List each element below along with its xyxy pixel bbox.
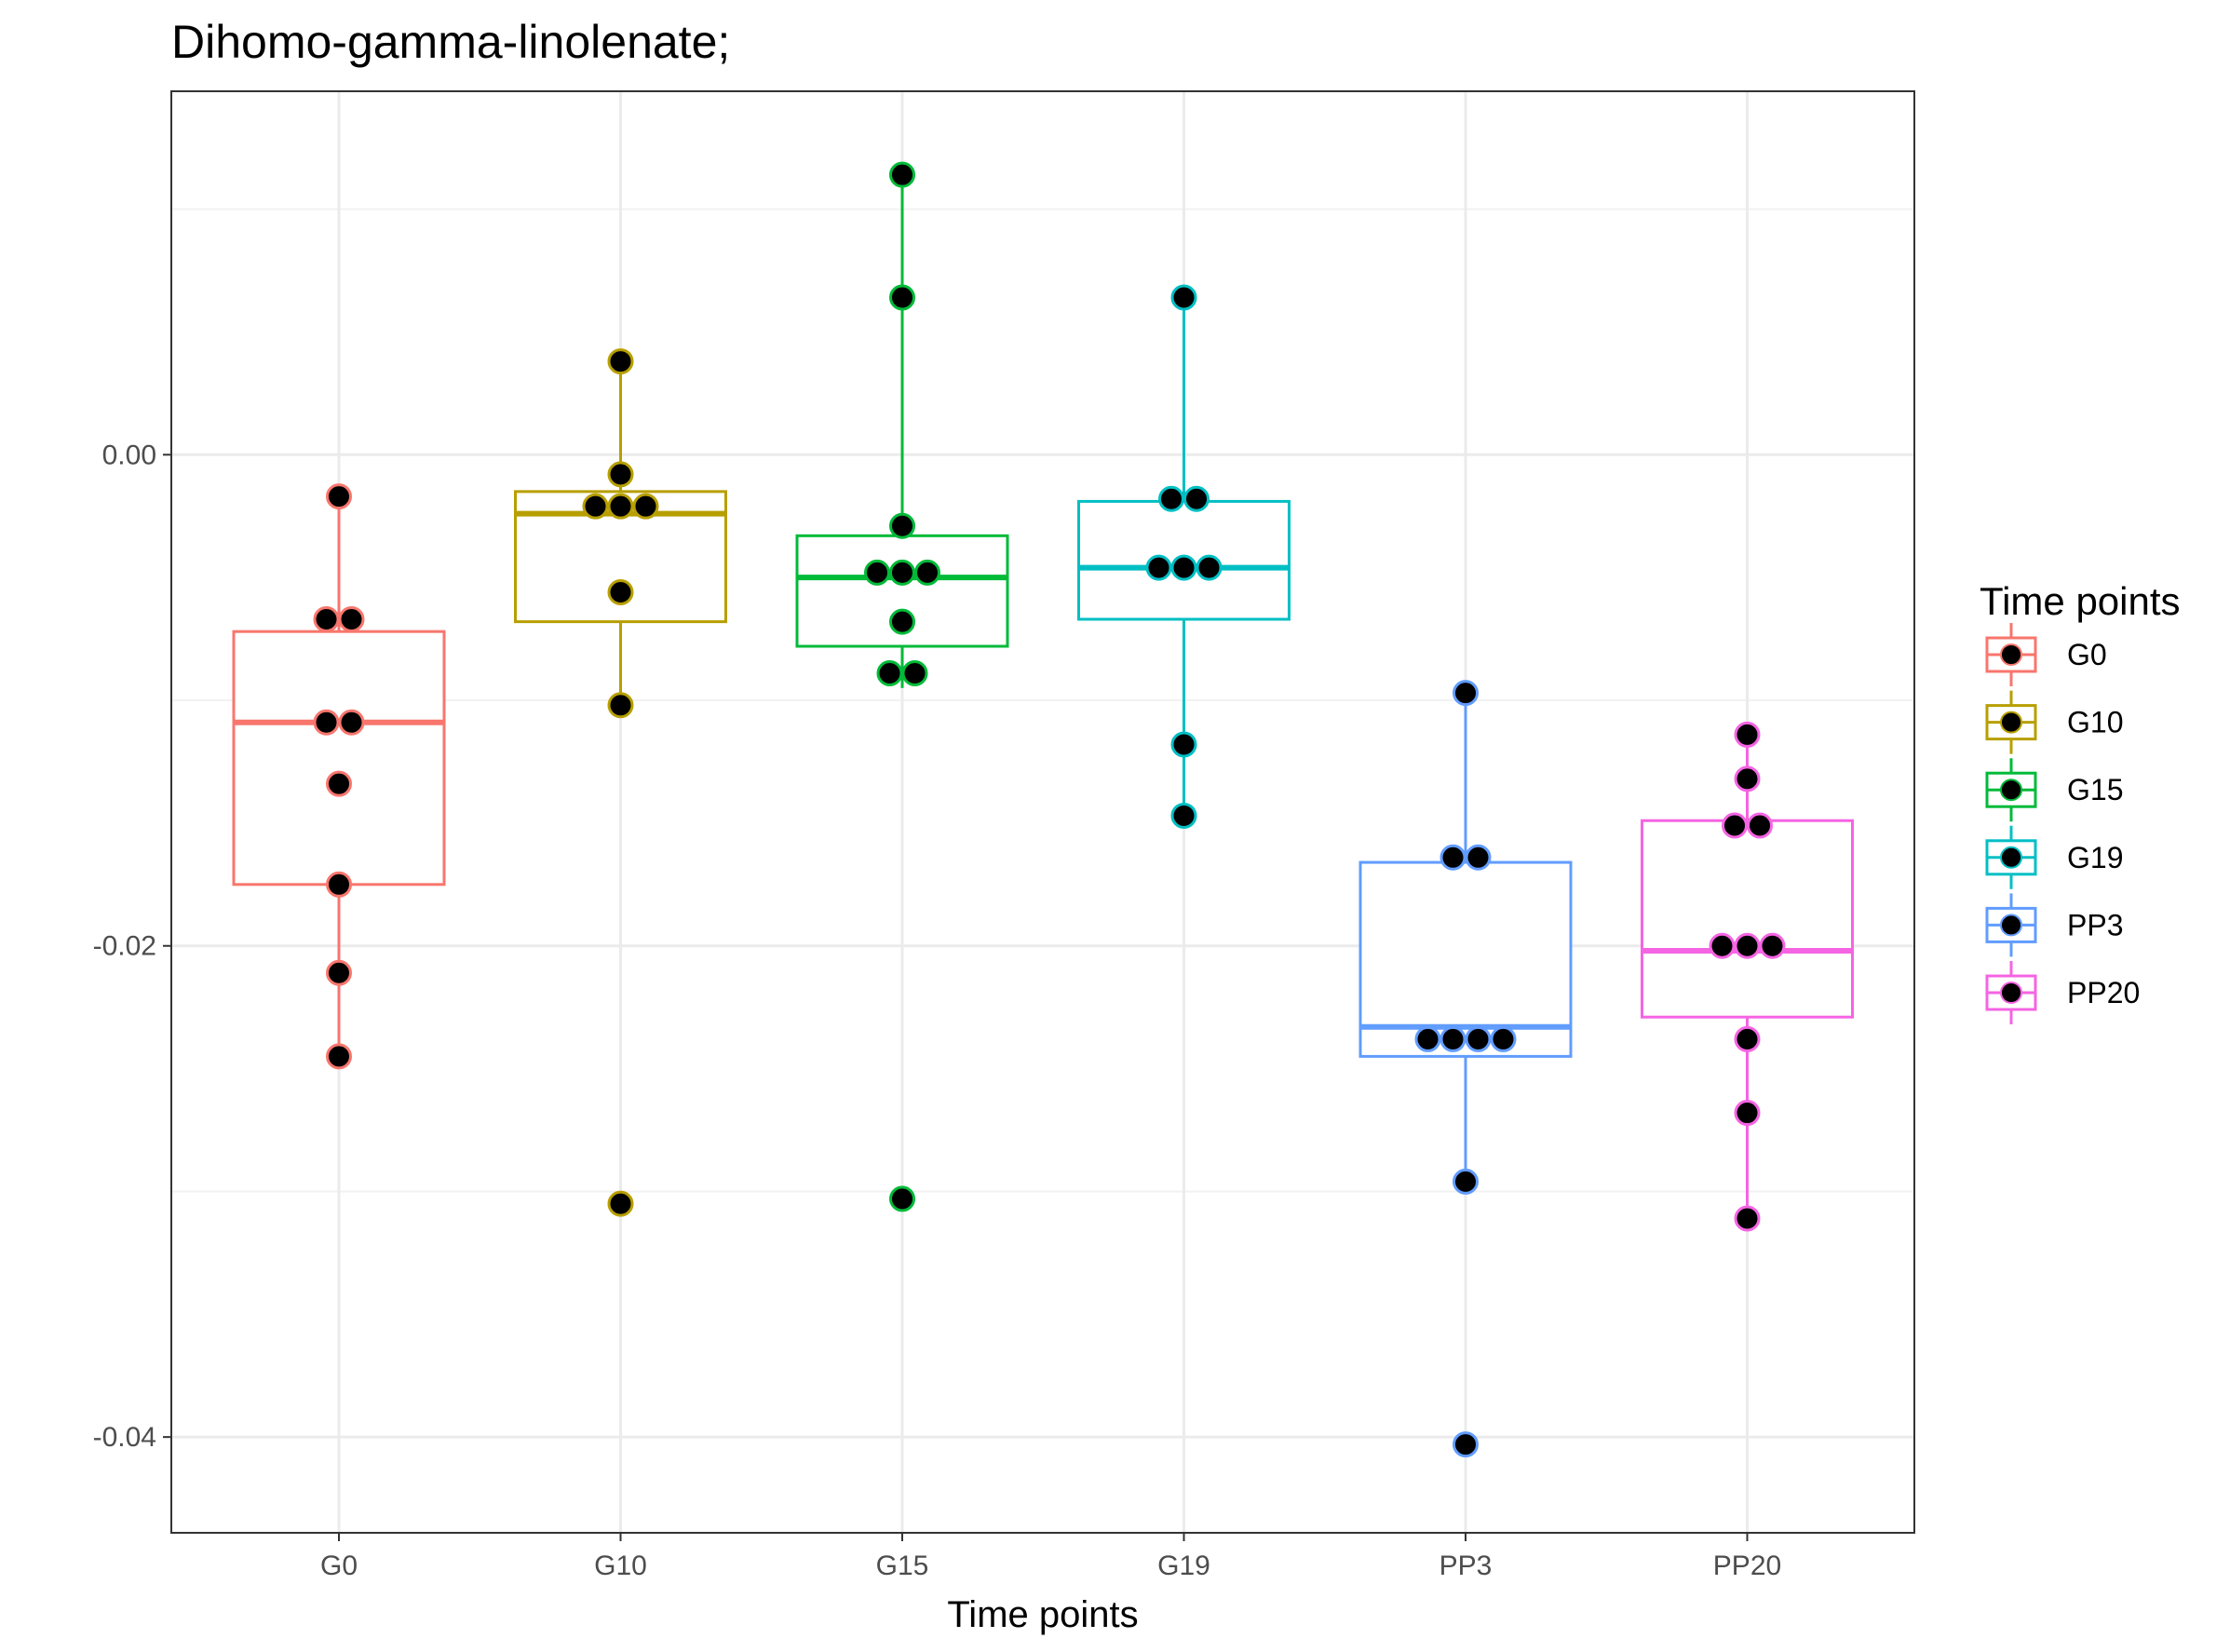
data-point-PP20 [1734, 765, 1761, 792]
legend: Time points G0 G10 G15 G19 PP3 PP20 [1980, 579, 2181, 1024]
plot-panel [170, 90, 1915, 1534]
data-point-PP20 [1734, 1205, 1761, 1232]
data-point-G10 [607, 1190, 634, 1217]
data-point-G15 [876, 660, 903, 687]
legend-key-G19 [1985, 825, 2037, 889]
data-point-PP20 [1759, 932, 1786, 959]
data-point-PP20 [1734, 721, 1761, 748]
x-tick-label: G15 [876, 1550, 929, 1581]
data-point-G15 [864, 559, 890, 586]
y-tick-label: -0.04 [93, 1422, 156, 1453]
data-point-G10 [607, 692, 634, 719]
x-axis-title: Time points [947, 1594, 1138, 1635]
data-point-PP3 [1439, 844, 1466, 871]
x-tick-label: G10 [594, 1550, 647, 1581]
data-point-PP20 [1722, 812, 1748, 839]
data-point-G15 [889, 284, 915, 311]
x-tick-label: G19 [1157, 1550, 1210, 1581]
legend-point [2000, 846, 2022, 869]
y-tick-label: -0.02 [93, 931, 156, 962]
plot-background [171, 91, 1914, 1533]
data-point-PP3 [1465, 1025, 1492, 1052]
data-point-G0 [338, 709, 365, 736]
legend-label: PP3 [2067, 908, 2123, 941]
box-iqr [1641, 819, 1854, 1019]
legend-point [2000, 711, 2022, 734]
legend-label: G19 [2067, 841, 2123, 874]
data-point-G10 [632, 493, 659, 520]
legend-key-G10 [1985, 690, 2037, 754]
x-tick-label: G0 [320, 1550, 358, 1581]
x-tick-label: PP20 [1713, 1550, 1781, 1581]
data-point-G0 [326, 483, 352, 510]
data-point-G19 [1158, 485, 1184, 512]
chart-title: Dihomo-gamma-linolenate; [171, 16, 730, 68]
data-point-G19 [1196, 554, 1223, 581]
data-point-G0 [326, 1043, 352, 1070]
legend-label: PP20 [2067, 976, 2140, 1009]
data-point-G15 [889, 161, 915, 188]
data-point-G15 [889, 608, 915, 635]
data-point-PP20 [1734, 932, 1761, 959]
box-PP3 [1358, 693, 1573, 1182]
legend-key-PP3 [1985, 893, 2037, 957]
legend-point [2000, 982, 2022, 1004]
legend-key-PP20 [1985, 961, 2037, 1024]
data-point-PP20 [1734, 1100, 1761, 1127]
data-point-G10 [607, 493, 634, 520]
data-point-G19 [1183, 485, 1210, 512]
box-iqr [232, 630, 446, 887]
legend-label: G0 [2067, 638, 2107, 671]
data-point-PP3 [1465, 844, 1492, 871]
data-point-G0 [326, 770, 352, 797]
data-point-G19 [1170, 284, 1197, 311]
data-point-PP3 [1453, 680, 1479, 707]
y-tick-label: 0.00 [102, 440, 156, 470]
data-point-G10 [582, 493, 609, 520]
box-PP20 [1641, 734, 1854, 1219]
axes: 0.00 -0.02 -0.04 G0 G10 G15 G19 PP3 PP20 [93, 440, 1782, 1581]
data-point-G0 [326, 871, 352, 898]
data-point-G10 [607, 578, 634, 605]
data-point-G10 [607, 461, 634, 488]
data-point-G0 [313, 605, 340, 632]
legend-point [2000, 914, 2022, 937]
data-point-G19 [1145, 554, 1172, 581]
x-tick-label: PP3 [1439, 1550, 1493, 1581]
data-points [313, 161, 1786, 1458]
data-point-G0 [338, 605, 365, 632]
data-point-G15 [914, 559, 940, 586]
data-point-PP3 [1439, 1025, 1466, 1052]
data-point-G15 [901, 660, 928, 687]
data-point-G15 [889, 512, 915, 539]
data-point-PP20 [1734, 1025, 1761, 1052]
data-point-G19 [1170, 731, 1197, 758]
legend-label: G10 [2067, 706, 2123, 739]
legend-title: Time points [1980, 579, 2181, 623]
box-G19 [1077, 297, 1291, 816]
plot-border [170, 90, 1915, 1534]
legend-label: G15 [2067, 773, 2123, 806]
legend-point [2000, 643, 2022, 666]
box-iqr [1358, 860, 1573, 1058]
data-point-G19 [1170, 802, 1197, 829]
data-point-G15 [889, 1185, 915, 1212]
data-point-G0 [313, 709, 340, 736]
data-point-G0 [326, 959, 352, 986]
legend-key-G0 [1985, 623, 2037, 686]
data-point-PP3 [1453, 1168, 1479, 1195]
data-point-PP3 [1490, 1025, 1517, 1052]
data-point-G10 [607, 348, 634, 375]
data-point-G15 [889, 559, 915, 586]
data-point-PP20 [1747, 812, 1773, 839]
data-point-PP3 [1414, 1025, 1441, 1052]
legend-point [2000, 779, 2022, 802]
data-point-G19 [1170, 554, 1197, 581]
data-point-PP3 [1453, 1431, 1479, 1458]
data-point-PP20 [1709, 932, 1736, 959]
legend-key-G15 [1985, 758, 2037, 822]
